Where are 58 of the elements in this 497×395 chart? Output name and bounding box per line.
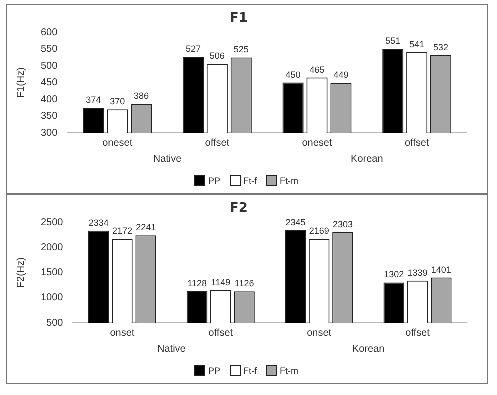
y-tick-label: 500: [40, 60, 58, 72]
data-label: 449: [334, 70, 349, 80]
x-tick-label: offset: [205, 138, 230, 149]
legend-label: Ft-m: [280, 366, 298, 376]
text: Korean: [351, 154, 384, 165]
data-label: 1128: [188, 278, 207, 288]
data-label: 2345: [286, 217, 306, 228]
data-label: 386: [134, 91, 150, 102]
text: Korean: [352, 344, 385, 355]
legend-label: PP: [208, 176, 220, 186]
x-tick-label: onset: [307, 328, 332, 339]
x-tick-label: offset: [208, 328, 234, 339]
legend-label: Ft-m: [280, 176, 298, 186]
data-label: 2172: [112, 226, 132, 236]
data-label: 506: [210, 51, 225, 62]
data-label: 525: [234, 44, 249, 55]
y-tick-label: 1500: [40, 268, 64, 279]
y-tick-label: 400: [40, 94, 58, 106]
text: Native: [158, 344, 186, 355]
text: Native: [153, 154, 182, 165]
y-tick-label: 2500: [40, 217, 64, 228]
legend-label: PP: [208, 366, 220, 376]
data-label: 374: [86, 95, 102, 106]
y-tick-label: 500: [46, 318, 64, 329]
y-axis-title: F1(Hz): [16, 68, 27, 98]
data-label: 2334: [88, 218, 109, 228]
legend-label: Ft-f: [244, 176, 257, 186]
data-label: 1149: [211, 277, 231, 288]
data-label: 2169: [309, 226, 330, 236]
data-label: 1126: [234, 278, 254, 289]
data-label: 450: [286, 70, 301, 80]
data-label: 2303: [332, 219, 353, 230]
data-label: 541: [410, 39, 425, 50]
data-label: 551: [386, 36, 401, 46]
chart-title: F1: [230, 11, 248, 26]
chart-title: F2: [230, 201, 248, 216]
y-tick-label: 550: [40, 44, 58, 56]
x-tick-label: oneset: [102, 138, 133, 149]
y-tick-label: 450: [40, 78, 58, 89]
y-tick-label: 300: [40, 128, 58, 139]
data-label: 532: [434, 42, 449, 52]
y-tick-label: 1000: [40, 292, 64, 304]
data-label: 1401: [431, 264, 452, 275]
data-label: 370: [110, 96, 126, 107]
data-label: 1339: [408, 268, 428, 278]
y-tick-label: 2000: [40, 242, 64, 254]
x-tick-label: offset: [406, 328, 430, 339]
x-tick-label: offset: [404, 138, 430, 149]
x-tick-label: oneset: [302, 138, 332, 149]
y-tick-label: 600: [40, 27, 58, 38]
data-label: 527: [186, 44, 201, 54]
data-label: 2241: [136, 222, 156, 233]
data-label: 465: [310, 64, 325, 75]
x-tick-label: onset: [110, 328, 135, 339]
legend-label: Ft-f: [244, 366, 257, 376]
data-label: 1302: [384, 270, 404, 280]
y-axis-title: F2(Hz): [16, 258, 27, 288]
y-tick-label: 350: [40, 111, 58, 122]
